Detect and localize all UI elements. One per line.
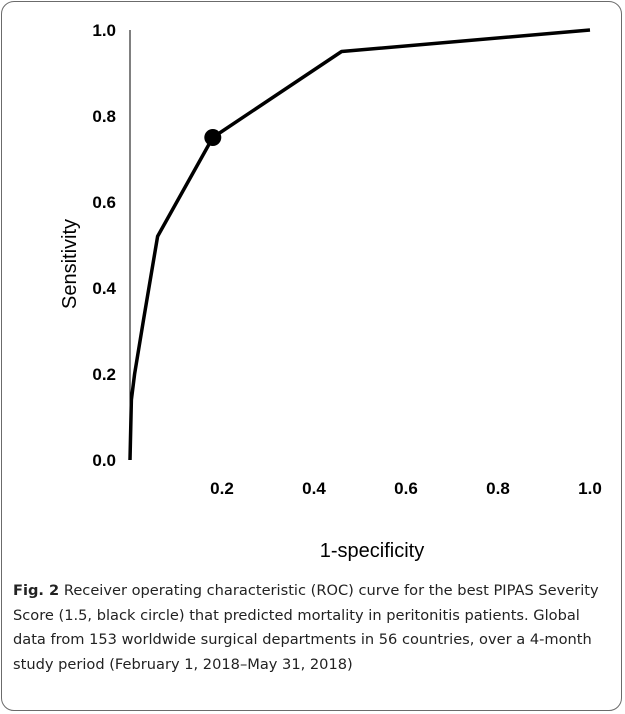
caption-text: Receiver operating characteristic (ROC) … xyxy=(13,582,599,673)
y-tick-label: 0.6 xyxy=(92,193,116,212)
x-tick-label: 0.2 xyxy=(210,479,234,498)
figure-label: Fig. 2 xyxy=(13,582,60,599)
y-tick-label: 0.2 xyxy=(92,365,116,384)
x-tick-label: 1.0 xyxy=(578,479,602,498)
x-tick-labels: 0.2 0.4 0.6 0.8 1.0 xyxy=(210,479,602,498)
y-tick-labels: 0.0 0.2 0.4 0.6 0.8 1.0 xyxy=(92,21,116,470)
figure-caption: Fig. 2 Receiver operating characteristic… xyxy=(13,579,613,677)
x-tick-label: 0.6 xyxy=(394,479,418,498)
y-tick-label: 0.0 xyxy=(92,451,116,470)
y-tick-label: 1.0 xyxy=(92,21,116,40)
x-tick-label: 0.4 xyxy=(302,479,326,498)
y-tick-label: 0.8 xyxy=(92,107,116,126)
highlight-layer xyxy=(204,129,222,146)
y-tick-label: 0.4 xyxy=(92,279,116,298)
optimal-cutoff-point xyxy=(204,129,222,146)
series-layer xyxy=(128,28,591,461)
x-tick-label: 0.8 xyxy=(486,479,510,498)
x-axis-label: 1-specificity xyxy=(320,540,424,562)
roc-chart: 0.0 0.2 0.4 0.6 0.8 1.0 0.2 0.4 0.6 0.8 1.0 1-spe… xyxy=(59,21,602,562)
roc-curve-line xyxy=(128,28,591,461)
y-axis-label: Sensitivity xyxy=(59,219,81,309)
